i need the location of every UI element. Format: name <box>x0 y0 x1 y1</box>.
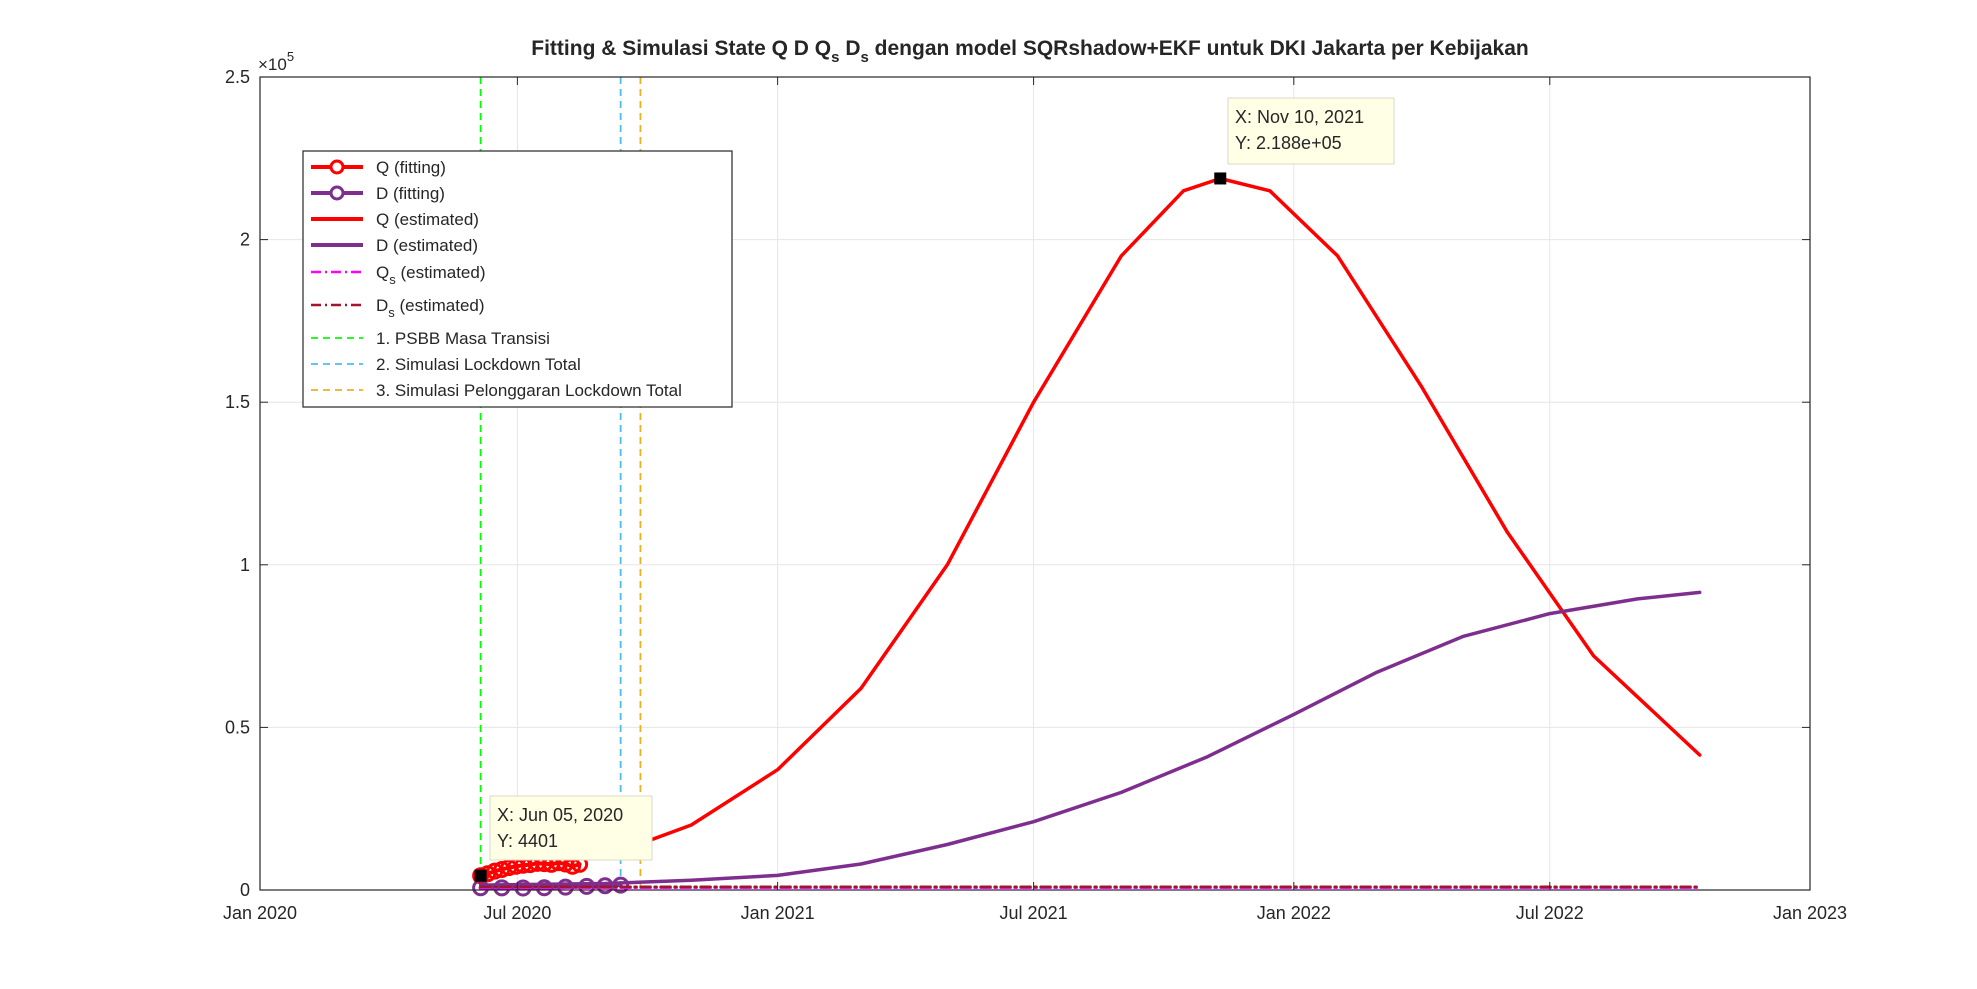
legend-label: D (estimated) <box>376 236 478 255</box>
y-axis-exponent: ×105 <box>258 49 294 74</box>
legend-label: Q (estimated) <box>376 210 479 229</box>
datatip[interactable]: X: Nov 10, 2021 Y: 2.188e+05 <box>1214 97 1395 185</box>
series-lines <box>472 176 1702 897</box>
legend-label-text: (estimated) <box>395 296 485 315</box>
legend-label-text: 3. Simulasi Pelonggaran Lockdown Total <box>376 381 682 400</box>
legend-label: Q (fitting) <box>376 158 446 177</box>
plot-area <box>259 76 1811 897</box>
chart-title: Fitting & Simulasi State Q D Qs Ds denga… <box>531 37 1528 66</box>
legend-item[interactable]: 3. Simulasi Pelonggaran Lockdown Total <box>311 381 682 400</box>
y-tick-label: 1.5 <box>225 392 250 412</box>
legend-label-text: Q (estimated) <box>376 210 479 229</box>
axes-box <box>259 76 1811 891</box>
chart-title-part: Fitting & Simulasi State Q D Q <box>531 37 831 60</box>
legend-label-text: D (estimated) <box>376 236 478 255</box>
legend-label: 1. PSBB Masa Transisi <box>376 329 550 348</box>
datatip-box <box>1227 97 1395 165</box>
axis-ticks <box>259 76 1811 891</box>
legend-label-text: D <box>376 296 388 315</box>
legend-label: D (fitting) <box>376 184 445 203</box>
legend-label-text: Q (fitting) <box>376 158 446 177</box>
legend-label-subscript: s <box>388 305 395 320</box>
y-tick-label: 2.5 <box>225 67 250 87</box>
legend-item[interactable]: Q (estimated) <box>311 210 479 229</box>
legend[interactable]: Q (fitting) D (fitting) Q (estimated) D (es… <box>302 150 733 408</box>
legend-label: 3. Simulasi Pelonggaran Lockdown Total <box>376 381 682 400</box>
legend-label: Qs (estimated) <box>376 263 485 287</box>
legend-items: Q (fitting) D (fitting) Q (estimated) D (es… <box>311 158 682 400</box>
y-axis-tick-labels: 0 0.5 1 1.5 2 2.5 <box>225 67 250 900</box>
series-line <box>618 176 1702 853</box>
x-axis-tick-labels: Jan 2020 Jul 2020 Jan 2021 Jul 2021 Jan 2022… <box>223 903 1847 923</box>
legend-label-text: Q <box>376 263 389 282</box>
legend-label: Ds (estimated) <box>376 296 485 320</box>
legend-item[interactable]: D (fitting) <box>311 184 445 203</box>
legend-item[interactable]: Q (fitting) <box>311 158 446 177</box>
chart-title-subscript: s <box>831 49 839 66</box>
legend-label-subscript: s <box>389 272 396 287</box>
x-tick-label: Jul 2022 <box>1516 903 1584 923</box>
legend-marker <box>329 185 345 201</box>
datatip-x-label: X: Nov 10, 2021 <box>1235 107 1364 127</box>
datatips[interactable]: X: Nov 10, 2021 Y: 2.188e+05 X: Jun 05, 20… <box>474 97 1395 882</box>
legend-label-text: 1. PSBB Masa Transisi <box>376 329 550 348</box>
legend-item[interactable]: 1. PSBB Masa Transisi <box>311 329 550 348</box>
x-tick-label: Jan 2022 <box>1257 903 1331 923</box>
datatip[interactable]: X: Jun 05, 2020 Y: 4401 <box>474 795 653 882</box>
y-exponent-power: 5 <box>287 49 294 64</box>
legend-marker <box>329 159 345 175</box>
y-tick-label: 1 <box>240 555 250 575</box>
legend-item[interactable]: Qs (estimated) <box>311 263 485 287</box>
x-tick-label: Jul 2020 <box>483 903 551 923</box>
series-marker <box>556 878 574 896</box>
datatip-box <box>489 795 653 861</box>
datatip-marker <box>1214 172 1227 185</box>
legend-item[interactable]: 2. Simulasi Lockdown Total <box>311 355 581 374</box>
x-tick-label: Jan 2020 <box>223 903 297 923</box>
datatip-marker <box>474 869 487 882</box>
legend-box <box>302 150 733 408</box>
datatip-y-label: Y: 4401 <box>497 831 558 851</box>
chart-title-part: dengan model SQRshadow+EKF untuk DKI Jak… <box>869 37 1529 60</box>
legend-label-text: 2. Simulasi Lockdown Total <box>376 355 581 374</box>
y-tick-label: 0 <box>240 880 250 900</box>
series-line <box>478 590 1702 887</box>
legend-item[interactable]: D (estimated) <box>311 236 478 255</box>
legend-label-text: D (fitting) <box>376 184 445 203</box>
x-tick-label: Jan 2021 <box>741 903 815 923</box>
legend-label: 2. Simulasi Lockdown Total <box>376 355 581 374</box>
legend-item[interactable]: Ds (estimated) <box>311 296 485 320</box>
series-marker <box>596 877 614 895</box>
series-marker <box>612 876 630 894</box>
chart-title-subscript: s <box>860 49 868 66</box>
datatip-x-label: X: Jun 05, 2020 <box>497 805 623 825</box>
y-tick-label: 0.5 <box>225 717 250 737</box>
chart-title-part: D <box>839 37 860 60</box>
datatip-y-label: Y: 2.188e+05 <box>1235 133 1342 153</box>
y-exponent-base: ×10 <box>258 55 287 74</box>
x-tick-label: Jul 2021 <box>1000 903 1068 923</box>
y-tick-label: 2 <box>240 230 250 250</box>
x-tick-label: Jan 2023 <box>1773 903 1847 923</box>
legend-label-text: (estimated) <box>396 263 486 282</box>
